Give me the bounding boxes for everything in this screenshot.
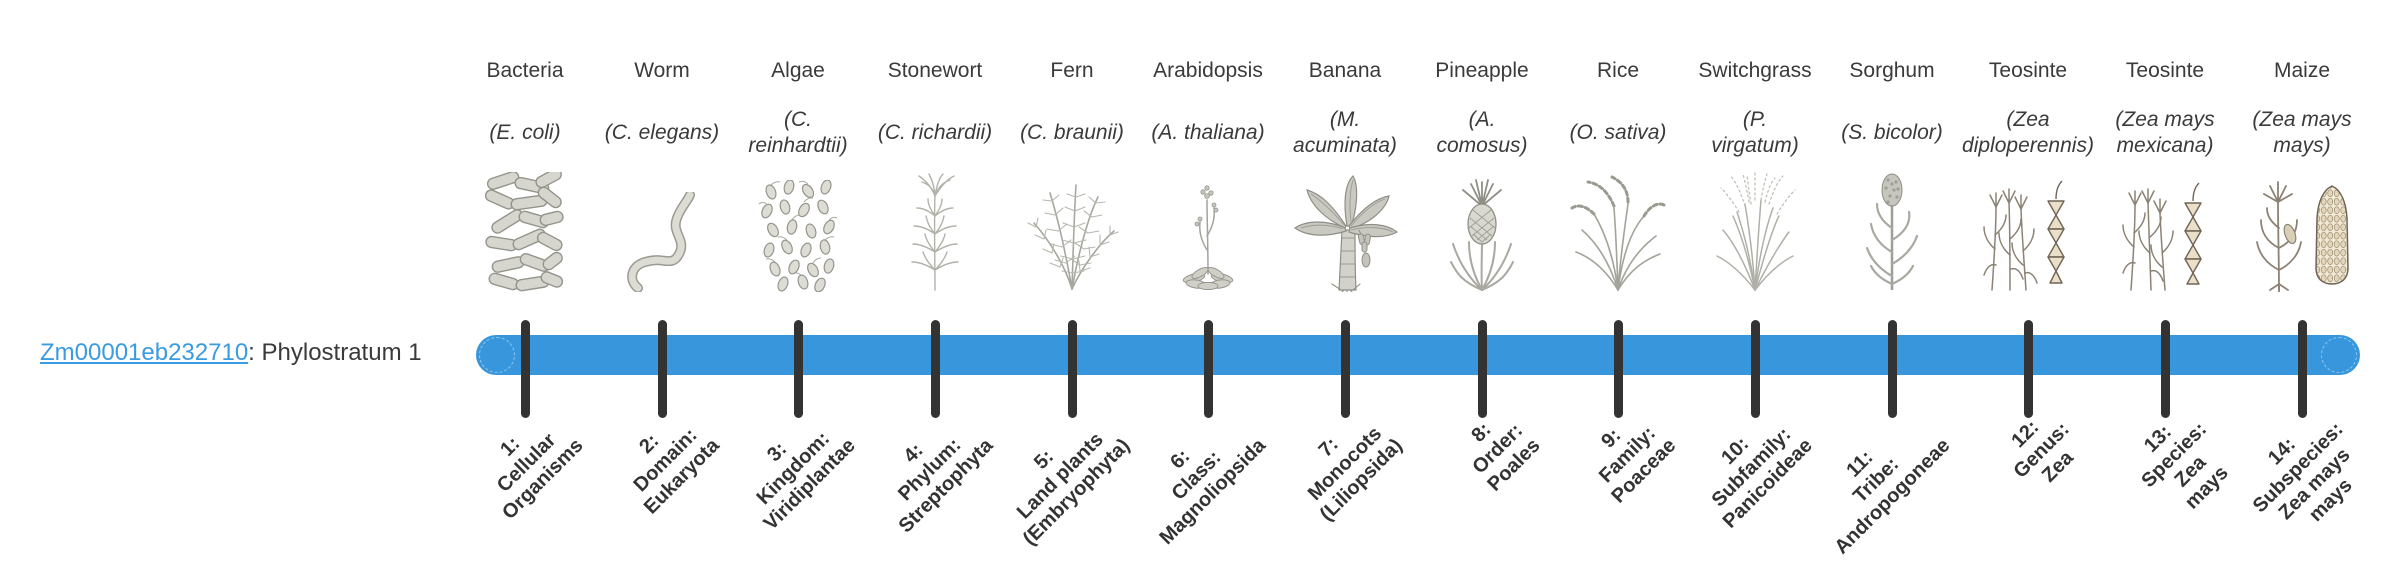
worm-icon: [587, 168, 737, 292]
organism-species: (C. braunii): [1020, 121, 1124, 144]
tick-mark: [1340, 320, 1350, 418]
pineapple-icon: [1407, 168, 1557, 292]
timeline-bar: [476, 335, 2360, 375]
organism-name: Maize: [2273, 59, 2331, 82]
phylostratum-label: 12: Genus: Zea: [2007, 416, 2078, 487]
organism-species: (M. acuminata): [1293, 108, 1397, 157]
gene-id-link[interactable]: Zm00001eb232710: [40, 339, 249, 366]
organism-name: Teosinte: [2125, 59, 2205, 82]
phylostratum-label: 3: Kingdom: Viridiplantae: [752, 427, 861, 535]
tick-mark: [2023, 320, 2033, 418]
tick-mark: [1067, 320, 1077, 418]
tick-mark: [1750, 320, 1760, 418]
organism-name: Switchgrass: [1698, 59, 1812, 82]
organism-name: Rice: [1596, 59, 1639, 82]
organism-species: (Zea diploperennis): [1962, 108, 2094, 157]
organism-name: Stonewort: [887, 59, 983, 82]
organism-species: (O. sativa): [1569, 121, 1667, 144]
organism-name: Teosinte: [1988, 59, 2068, 82]
gene-label: Zm00001eb232710: Phylostratum 1: [40, 339, 422, 367]
tick-mark: [793, 320, 803, 418]
rice-icon: [1543, 168, 1693, 292]
phylostratum-label: 2: Domain: Eukaryota: [629, 424, 725, 519]
tick-mark: [1203, 320, 1213, 418]
bacteria-icon: [450, 168, 600, 292]
switchgrass-icon: [1680, 168, 1830, 292]
organism-species: (A. comosus): [1436, 108, 1528, 157]
organism-name: Arabidopsis: [1153, 59, 1263, 82]
tick-mark: [1887, 320, 1897, 418]
organism-name: Worm: [634, 59, 690, 82]
banana-icon: [1270, 168, 1420, 292]
organism-species: (C. elegans): [604, 121, 720, 144]
organism-species: (E. coli): [489, 121, 561, 144]
teosinte-mexicana-icon: [2090, 168, 2240, 292]
teosinte-diploperennis-icon: [1953, 168, 2103, 292]
phylostratum-label: 7: Monocots (Liliopsida): [1304, 422, 1408, 526]
tick-mark: [1477, 320, 1487, 418]
organism-name: Banana: [1308, 59, 1382, 82]
organism-name: Algae: [771, 59, 825, 82]
tick-mark: [657, 320, 667, 418]
organism-name: Sorghum: [1849, 59, 1935, 82]
phylostratum-text: : Phylostratum 1: [248, 339, 422, 366]
tick-mark: [2160, 320, 2170, 418]
fern-icon: [997, 168, 1147, 292]
organism-species: (P. virgatum): [1711, 108, 1799, 157]
organism-species: (S. bicolor): [1841, 121, 1943, 144]
phylostratum-label: 11: Tribe: Andropogoneae: [1830, 434, 1955, 559]
sorghum-icon: [1817, 168, 1967, 292]
phylostratum-label: 4: Phylum: Streptophyta: [893, 433, 998, 538]
arabidopsis-icon: [1133, 168, 1283, 292]
organism-species: (C. reinhardtii): [748, 108, 848, 157]
phylostratum-label: 8: Order: Poales: [1466, 418, 1545, 496]
organism-species: (Zea mays mexicana): [2115, 108, 2215, 157]
phylostratum-label: 1: Cellular Organisms: [492, 429, 588, 524]
tick-mark: [520, 320, 530, 418]
phylostratum-label: 13: Species: Zea mays: [2137, 418, 2233, 514]
organism-name: Fern: [1050, 59, 1094, 82]
phylostratum-label: 9: Family: Poaceae: [1594, 422, 1681, 508]
phylostratum-label: 10: Subfamily: Panicoideae: [1707, 423, 1818, 533]
algae-icon: [723, 168, 873, 292]
tick-mark: [2297, 320, 2307, 418]
phylostratum-label: 14: Subspecies: Zea mays mays: [2248, 418, 2357, 527]
maize-icon: [2227, 168, 2377, 292]
organism-species: (Zea mays mays): [2252, 108, 2352, 157]
organism-species: (A. thaliana): [1151, 121, 1265, 144]
phylostratum-label: 5: Land plants (Embryophyta): [1012, 428, 1135, 550]
phylostratum-label: 6: Class: Magnoliopsida: [1155, 434, 1271, 550]
organism-species: (C. richardii): [877, 121, 993, 144]
tick-mark: [1613, 320, 1623, 418]
organism-name: Pineapple: [1435, 59, 1529, 82]
tick-mark: [930, 320, 940, 418]
stonewort-icon: [860, 168, 1010, 292]
organism-name: Bacteria: [486, 59, 564, 82]
